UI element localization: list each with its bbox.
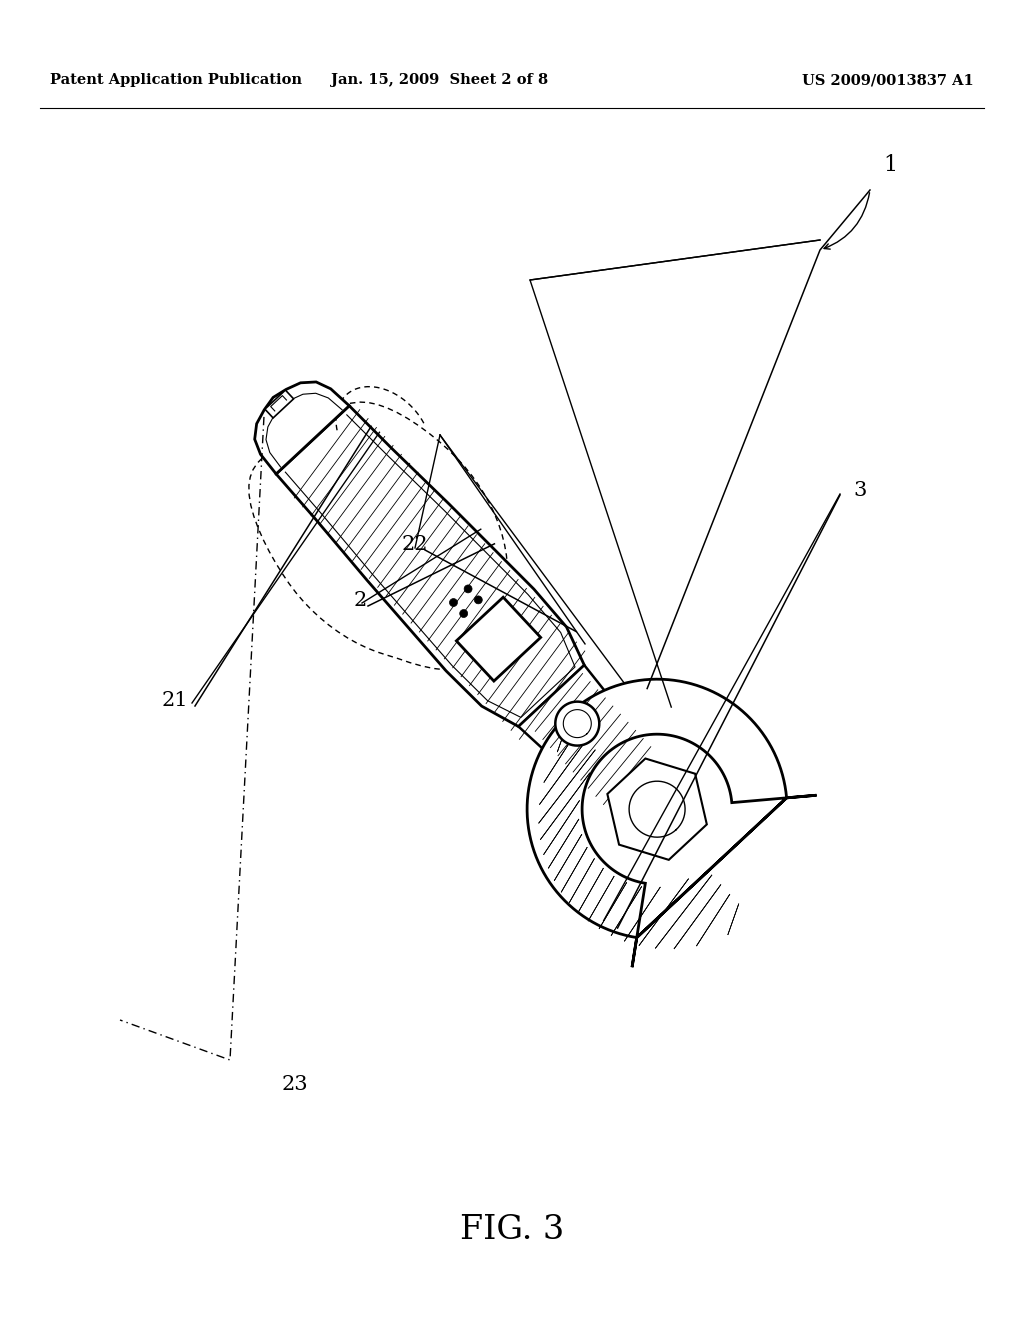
Text: FIG. 3: FIG. 3 [460, 1214, 564, 1246]
Text: Patent Application Publication: Patent Application Publication [50, 73, 302, 87]
Polygon shape [555, 702, 599, 746]
Polygon shape [450, 598, 458, 606]
Polygon shape [255, 381, 349, 474]
Text: 3: 3 [853, 480, 866, 499]
Text: 1: 1 [883, 154, 897, 176]
Polygon shape [464, 585, 472, 593]
Text: Jan. 15, 2009  Sheet 2 of 8: Jan. 15, 2009 Sheet 2 of 8 [332, 73, 549, 87]
Text: 2: 2 [353, 590, 367, 610]
Polygon shape [527, 680, 816, 968]
Polygon shape [474, 595, 482, 603]
Polygon shape [276, 405, 585, 726]
Polygon shape [457, 597, 541, 681]
Text: 22: 22 [401, 536, 428, 554]
Text: 23: 23 [282, 1076, 308, 1094]
Text: 21: 21 [162, 690, 188, 710]
Polygon shape [460, 610, 468, 618]
Polygon shape [265, 391, 294, 418]
Polygon shape [518, 665, 654, 803]
Polygon shape [607, 759, 707, 859]
Text: US 2009/0013837 A1: US 2009/0013837 A1 [802, 73, 974, 87]
